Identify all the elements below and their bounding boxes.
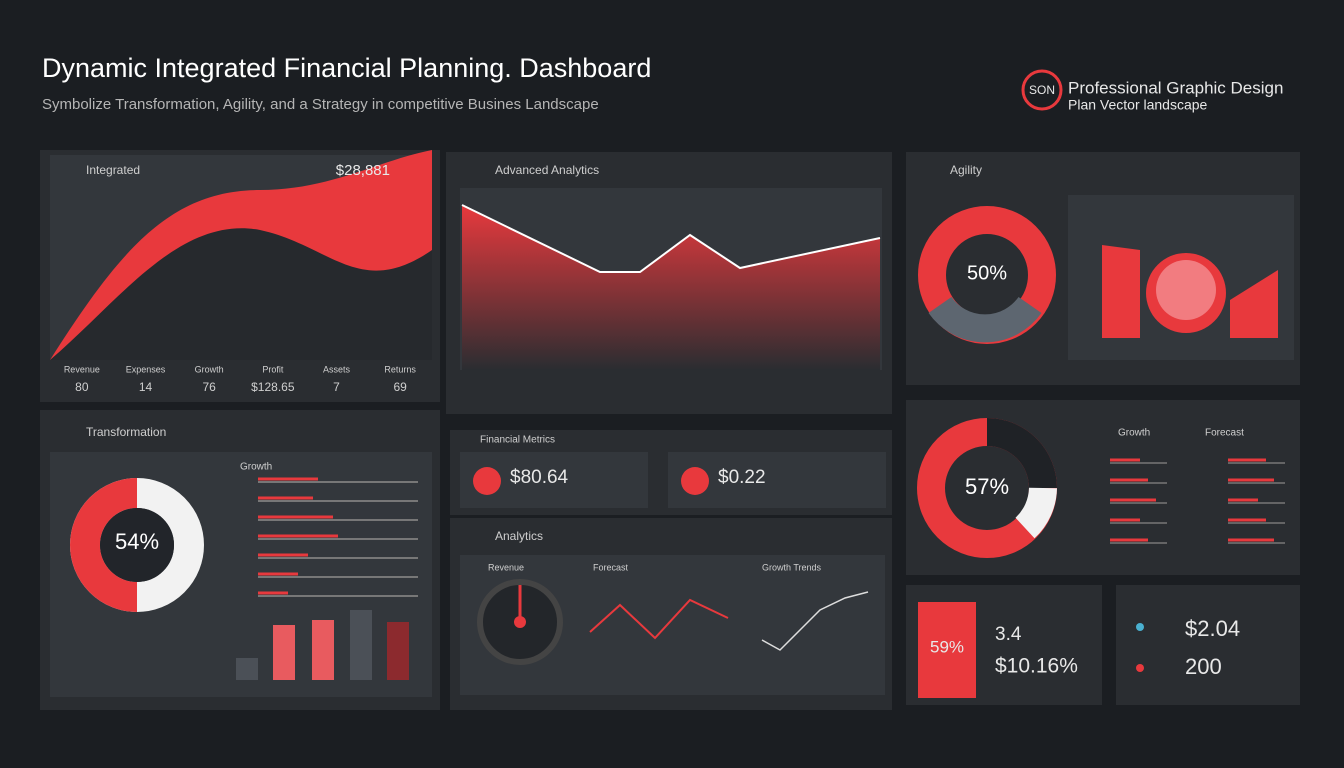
gauge-hub (514, 616, 526, 628)
icon (473, 467, 501, 495)
line (461, 204, 881, 273)
column (273, 625, 295, 680)
stat-value: 69 (393, 380, 407, 394)
donut-label: 50% (967, 262, 1007, 284)
column (387, 622, 409, 680)
column-title: Forecast (1205, 428, 1244, 439)
stat-label: Assets (323, 364, 351, 374)
panel-value: $28,881 (336, 162, 390, 179)
metric: $10.16% (995, 655, 1078, 678)
panel-title: Transformation (86, 425, 166, 439)
donut-part (928, 296, 1042, 343)
icon (681, 467, 709, 495)
donut-label: 54% (115, 529, 159, 554)
card-value: $80.64 (510, 467, 569, 488)
brand-line: Professional Graphic Design (1068, 78, 1283, 97)
logo-text: SON (1029, 83, 1055, 97)
stat-label: Expenses (126, 364, 166, 374)
donut-hole (100, 508, 174, 582)
chart-title: Growth Trends (762, 562, 822, 572)
subtitle: Symbolize Transformation, Agility, and a… (42, 96, 599, 113)
column (312, 620, 334, 680)
chart-title: Revenue (488, 562, 524, 572)
donut-part (70, 478, 138, 612)
stat-value: 7 (333, 380, 340, 394)
stat-label: Growth (195, 364, 224, 374)
column (236, 658, 258, 680)
chart-title: Forecast (593, 562, 629, 572)
line (761, 591, 869, 651)
brand-line: Plan Vector landscape (1068, 97, 1208, 113)
metric: 200 (1185, 654, 1222, 679)
stat-label: Revenue (64, 364, 100, 374)
list (236, 477, 418, 680)
stat-label: Profit (262, 364, 284, 374)
title: Dynamic Integrated Financial Planning. D… (42, 53, 651, 83)
panel-title: Advanced Analytics (495, 163, 599, 177)
column-title: Growth (1118, 428, 1150, 439)
area (462, 205, 880, 370)
card-value: $0.22 (718, 467, 766, 488)
metric: 3.4 (995, 624, 1022, 645)
stats: Revenue 80 Expenses 14 Growth 76 Profit $128.65… (64, 364, 417, 394)
bubble (1156, 260, 1216, 320)
list (1110, 458, 1285, 544)
dot (1136, 664, 1144, 672)
stat-value: 14 (139, 380, 153, 394)
bars (1102, 245, 1278, 338)
donut-part (1015, 487, 1057, 539)
badge-label: 59% (930, 637, 964, 656)
stat-value: 80 (75, 380, 89, 394)
panel-title: Analytics (495, 529, 543, 543)
stat-value: $128.65 (251, 380, 295, 394)
panel (1116, 585, 1300, 705)
panel-title: Agility (950, 163, 982, 177)
list-title: Growth (240, 462, 272, 473)
panel-title: Financial Metrics (480, 435, 555, 446)
column (350, 610, 372, 680)
donut-label: 57% (965, 474, 1009, 499)
logo (1021, 69, 1063, 111)
stat-label: Returns (384, 364, 416, 374)
metric: $2.04 (1185, 616, 1240, 641)
panel-title: Integrated (86, 163, 140, 177)
badge (918, 602, 976, 698)
line (589, 598, 729, 640)
dot (1136, 623, 1144, 631)
donut-part (986, 418, 1057, 489)
stat-value: 76 (202, 380, 216, 394)
area (50, 228, 432, 360)
